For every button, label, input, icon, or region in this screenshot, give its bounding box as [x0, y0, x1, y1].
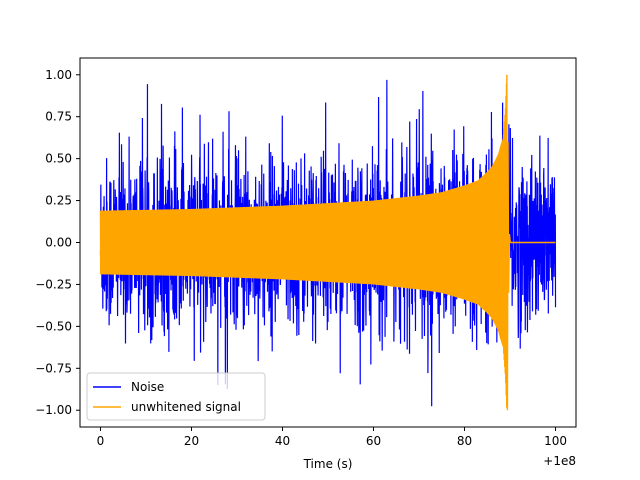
series-layer	[99, 74, 557, 411]
y-tick-label: −0.25	[35, 277, 72, 291]
y-tick-label: −1.00	[35, 403, 72, 417]
y-tick-label: 0.00	[45, 236, 72, 250]
y-tick-label: −0.50	[35, 319, 72, 333]
y-tick-label: 1.00	[45, 68, 72, 82]
x-tick-label: 80	[457, 434, 472, 448]
ticks-layer: 0 20 40 60 80 100 −1.00 −0.75 −0.50 −0.25 0.00 0.25…	[35, 68, 567, 448]
x-tick-label: 40	[275, 434, 290, 448]
y-tick-label: 0.75	[45, 110, 72, 124]
y-tick-label: 0.25	[45, 194, 72, 208]
legend-box	[86, 372, 266, 421]
x-axis-label: Time (s)	[303, 457, 353, 471]
legend-label-signal: unwhitened signal	[131, 400, 241, 414]
y-tick-label: 0.50	[45, 152, 72, 166]
legend-label-noise: Noise	[131, 380, 164, 394]
x-tick-label: 60	[366, 434, 381, 448]
y-tick-label: −0.75	[35, 361, 72, 375]
x-tick-label: 0	[97, 434, 105, 448]
legend: Noise unwhitened signal	[86, 372, 266, 421]
x-tick-label: 100	[544, 434, 567, 448]
series-unwhitened-signal	[99, 74, 556, 411]
x-offset-label: +1e8	[543, 454, 576, 468]
x-tick-label: 20	[184, 434, 199, 448]
